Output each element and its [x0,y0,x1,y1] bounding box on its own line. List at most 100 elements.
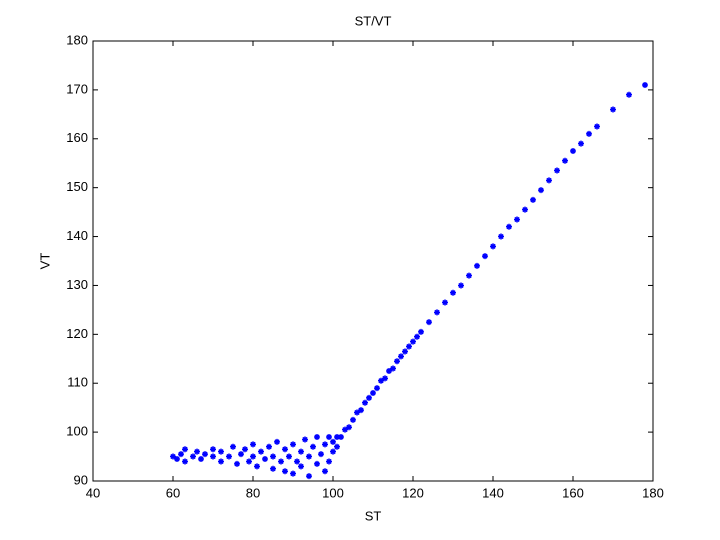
point [594,123,600,130]
point [230,443,236,450]
x-tick-label: 80 [246,485,260,500]
x-tick-label: 120 [402,485,424,500]
point [210,446,216,453]
point [418,328,424,335]
point [378,377,384,384]
x-tick-label: 100 [322,485,344,500]
point [294,458,300,465]
point [354,409,360,416]
point [346,424,352,431]
point [306,453,312,460]
point [326,458,332,465]
x-tick-label: 160 [562,485,584,500]
point [182,458,188,465]
point [562,157,568,164]
y-tick-label: 150 [66,179,88,194]
chart-title: ST/VT [355,13,392,28]
point [330,448,336,455]
y-axis-label: VT [37,253,52,270]
point [398,353,404,360]
point [250,441,256,448]
point [322,441,328,448]
point [530,196,536,203]
point [322,468,328,475]
point [174,456,180,462]
x-tick-label: 140 [482,485,504,500]
point [254,463,260,470]
y-tick-label: 130 [66,277,88,292]
point [506,223,512,230]
point [406,343,412,350]
point [334,434,340,440]
point [426,319,432,326]
point [274,438,280,445]
point [434,309,440,316]
point [258,448,264,455]
point [266,443,272,450]
point [262,456,268,462]
x-tick-label: 40 [86,485,100,500]
y-tick-label: 170 [66,81,88,96]
point [238,451,244,458]
point [390,365,396,372]
point [522,206,528,213]
y-tick-label: 90 [74,472,88,487]
point [374,385,380,392]
point [210,453,216,460]
point [586,130,592,137]
point [194,448,200,455]
x-tick-label: 60 [166,485,180,500]
y-tick-label: 100 [66,424,88,439]
point [242,446,248,453]
point [366,394,372,401]
point [330,438,336,445]
point [570,148,576,154]
point [198,456,204,462]
point [482,253,488,260]
point [182,446,188,453]
point [394,358,400,365]
point [514,216,520,223]
point [286,453,292,460]
point [402,348,408,355]
point [382,375,388,382]
y-tick-label: 160 [66,130,88,145]
point [466,272,472,279]
point [270,465,276,472]
plot-box [92,40,654,482]
point [386,368,392,374]
point [270,453,276,460]
point [546,177,552,184]
point [538,187,544,194]
point [246,458,252,465]
point [250,453,256,460]
point [170,453,176,460]
y-tick-label: 120 [66,326,88,341]
point [306,473,312,480]
point [314,434,320,440]
point [278,458,284,465]
point [410,338,416,345]
point [554,167,560,174]
point [218,448,224,455]
point [318,451,324,458]
point [342,426,348,433]
point [314,460,320,467]
point [578,140,584,147]
point [474,262,480,269]
point [642,82,648,88]
point [358,407,364,414]
point [334,443,340,450]
point [310,443,316,450]
point [338,434,344,440]
y-tick-label: 110 [67,375,88,390]
point [282,468,288,475]
point [298,448,304,455]
point [234,460,240,467]
point [370,390,376,396]
x-axis-label: ST [365,508,382,523]
point [326,434,332,440]
point [610,106,616,113]
point [226,453,232,460]
